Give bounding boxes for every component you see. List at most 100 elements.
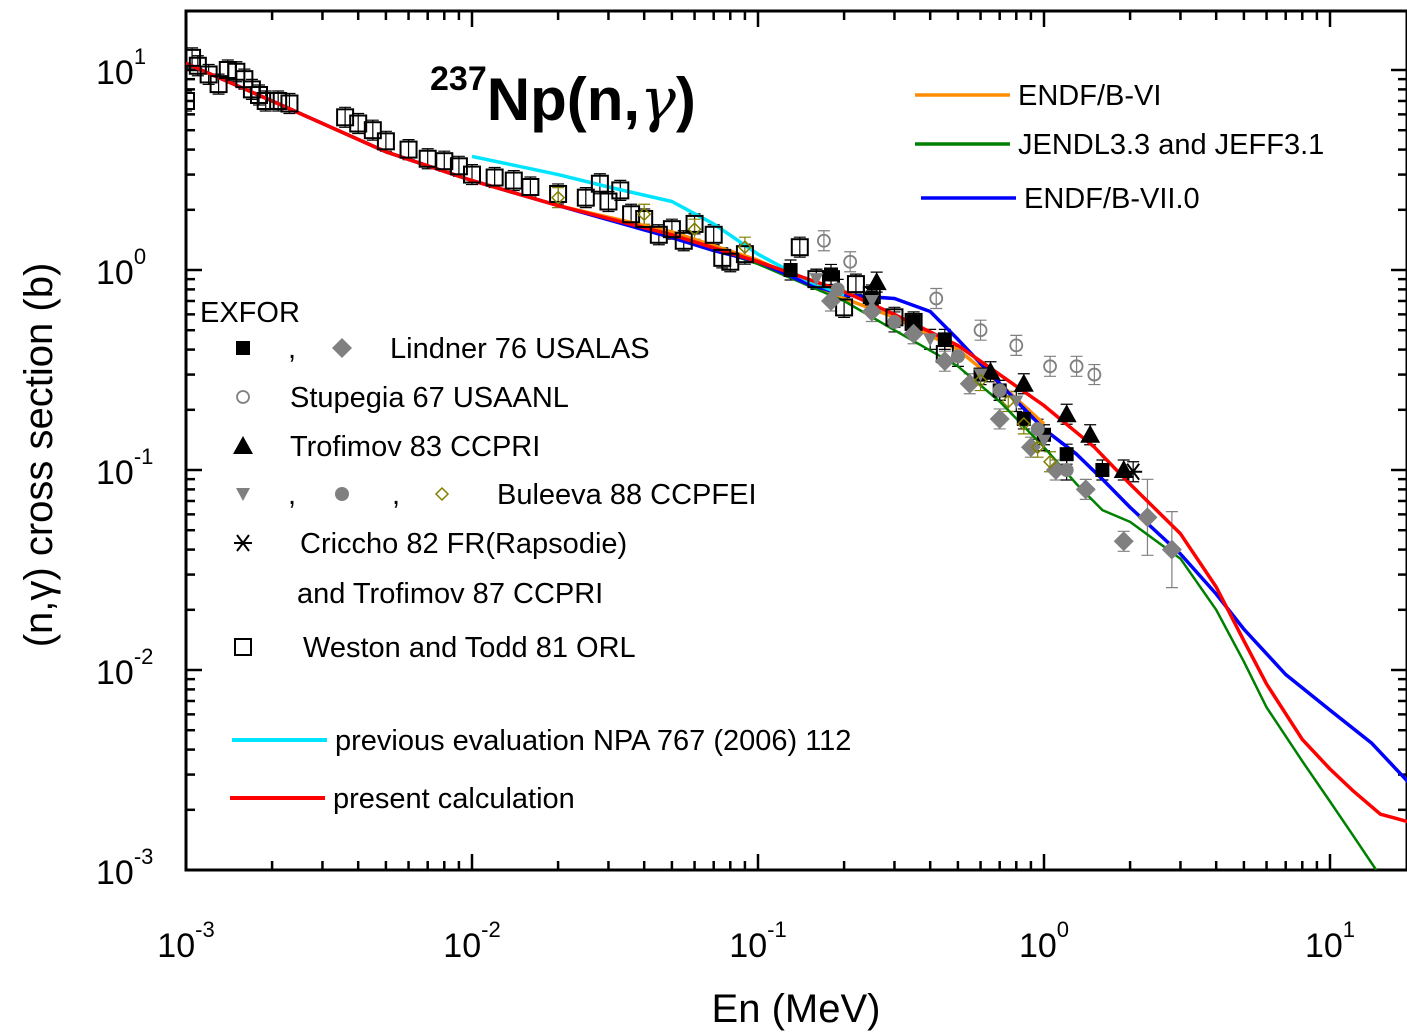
- x-tick-label: 101: [1305, 917, 1355, 965]
- marker-circle-open: [1009, 338, 1024, 353]
- marker-square-open: [250, 85, 269, 104]
- marker-square-open: [269, 91, 288, 110]
- marker-diamond-gray: [959, 373, 980, 394]
- legend-label: ENDF/B-VI: [1018, 80, 1161, 112]
- marker-shape: [256, 91, 275, 110]
- marker-triangle-filled: [1013, 373, 1034, 392]
- marker-square-filled: [937, 332, 952, 347]
- marker-shape: [1045, 460, 1066, 480]
- marker-shape: [662, 220, 681, 239]
- error-bar: [259, 90, 272, 112]
- marker-shape: [973, 373, 988, 388]
- marker-shape: [809, 273, 824, 287]
- marker-shape: [199, 65, 218, 84]
- marker-shape: [649, 225, 668, 244]
- marker-diamond-open-olive: [1030, 440, 1045, 455]
- marker-shape: [1069, 359, 1084, 374]
- error-bar: [366, 119, 379, 141]
- marker-circle-gray: [950, 349, 965, 364]
- marker-shape: [737, 240, 752, 255]
- marker-shape: [830, 282, 845, 297]
- marker-shape: [233, 436, 253, 454]
- exfor-entry-label: Criccho 82 FR(Rapsodie): [300, 528, 627, 560]
- marker-shape: [434, 486, 450, 502]
- marker-square-open: [485, 168, 504, 187]
- marker-circle-open: [817, 233, 831, 248]
- marker-asterisk: [1124, 463, 1143, 481]
- marker-shape: [637, 207, 652, 222]
- y-tick-label: 10-1: [96, 444, 153, 492]
- marker-shape: [1009, 395, 1024, 409]
- marker-square-open: [590, 174, 609, 193]
- evaluations-legend: ENDF/B-VI JENDL3.3 and JEFF3.1 ENDF/B-VII.…: [915, 80, 1324, 215]
- error-bar: [339, 106, 352, 128]
- legend-comma: ,: [392, 479, 400, 511]
- marker-shape: [864, 294, 879, 308]
- marker-shape: [1042, 454, 1058, 469]
- marker-shape: [1030, 440, 1045, 455]
- marker-circle-gray: [335, 487, 349, 501]
- marker-diamond-open-olive: [434, 486, 450, 502]
- marker-square-filled: [1059, 447, 1074, 462]
- marker-square-open: [363, 121, 382, 140]
- marker-square-open: [576, 188, 595, 207]
- marker-square-open: [463, 165, 481, 184]
- marker-shape: [1113, 531, 1134, 552]
- marker-square-open: [735, 245, 754, 264]
- marker-shape: [1080, 424, 1101, 443]
- marker-shape: [1037, 434, 1051, 448]
- calc-legend-label: previous evaluation NPA 767 (2006) 112: [335, 725, 851, 757]
- marker-shape: [1161, 539, 1182, 560]
- marker-shape: [735, 245, 754, 264]
- marker-shape: [992, 383, 1007, 398]
- marker-square-filled: [906, 314, 921, 329]
- marker-shape: [576, 188, 595, 207]
- marker-shape: [1113, 460, 1134, 478]
- error-bar: [186, 90, 192, 112]
- marker-square-open: [280, 94, 299, 113]
- marker-shape: [937, 332, 952, 347]
- marker-diamond-gray: [903, 323, 924, 344]
- marker-diamond-open-olive: [551, 190, 566, 205]
- marker-shape: [817, 233, 831, 248]
- marker-shape: [269, 91, 288, 110]
- marker-square-filled: [236, 341, 250, 355]
- marker-square-open: [599, 192, 618, 211]
- x-tick-label: 10-3: [157, 917, 214, 965]
- marker-square-open: [376, 132, 395, 151]
- marker-shape: [234, 638, 252, 656]
- legend-label: JENDL3.3 and JEFF3.1: [1018, 129, 1324, 161]
- marker-shape: [209, 75, 228, 94]
- marker-shape: [1056, 404, 1077, 423]
- marker-shape: [989, 408, 1010, 429]
- marker-triangle-down-gray: [1037, 434, 1051, 448]
- marker-shape: [704, 225, 723, 244]
- marker-shape: [843, 254, 858, 269]
- marker-shape: [1013, 373, 1034, 392]
- marker-shape: [959, 373, 980, 394]
- marker-circle-open: [1087, 367, 1102, 382]
- marker-shape: [923, 333, 938, 347]
- marker-diamond-gray: [1113, 531, 1134, 552]
- exfor-legend: EXFOR, Lindner 76 USALAS Stupegia 67 USAAN…: [200, 297, 757, 664]
- marker-shape: [934, 351, 955, 372]
- marker-triangle-filled: [866, 272, 887, 291]
- error-bar: [793, 236, 806, 258]
- marker-circle-gray: [1059, 463, 1074, 477]
- marker-square-open: [399, 140, 418, 159]
- series-line: [186, 61, 1407, 824]
- error-bar: [974, 319, 987, 341]
- exfor-entry-label: Weston and Todd 81 ORL: [303, 632, 636, 664]
- marker-triangle-filled: [1056, 404, 1077, 423]
- marker-diamond-gray: [1137, 507, 1158, 528]
- marker-shape: [280, 94, 299, 113]
- marker-shape: [236, 341, 250, 355]
- x-axis-title: En (MeV): [712, 987, 881, 1031]
- x-tick-label: 10-1: [729, 917, 786, 965]
- marker-triangle-down-gray: [923, 333, 938, 347]
- marker-circle-open: [1043, 359, 1057, 374]
- y-tick-label: 10-2: [96, 644, 153, 692]
- marker-shape: [906, 314, 921, 329]
- calculation-legend: previous evaluation NPA 767 (2006) 112 pr…: [230, 725, 851, 815]
- error-bar: [352, 112, 365, 135]
